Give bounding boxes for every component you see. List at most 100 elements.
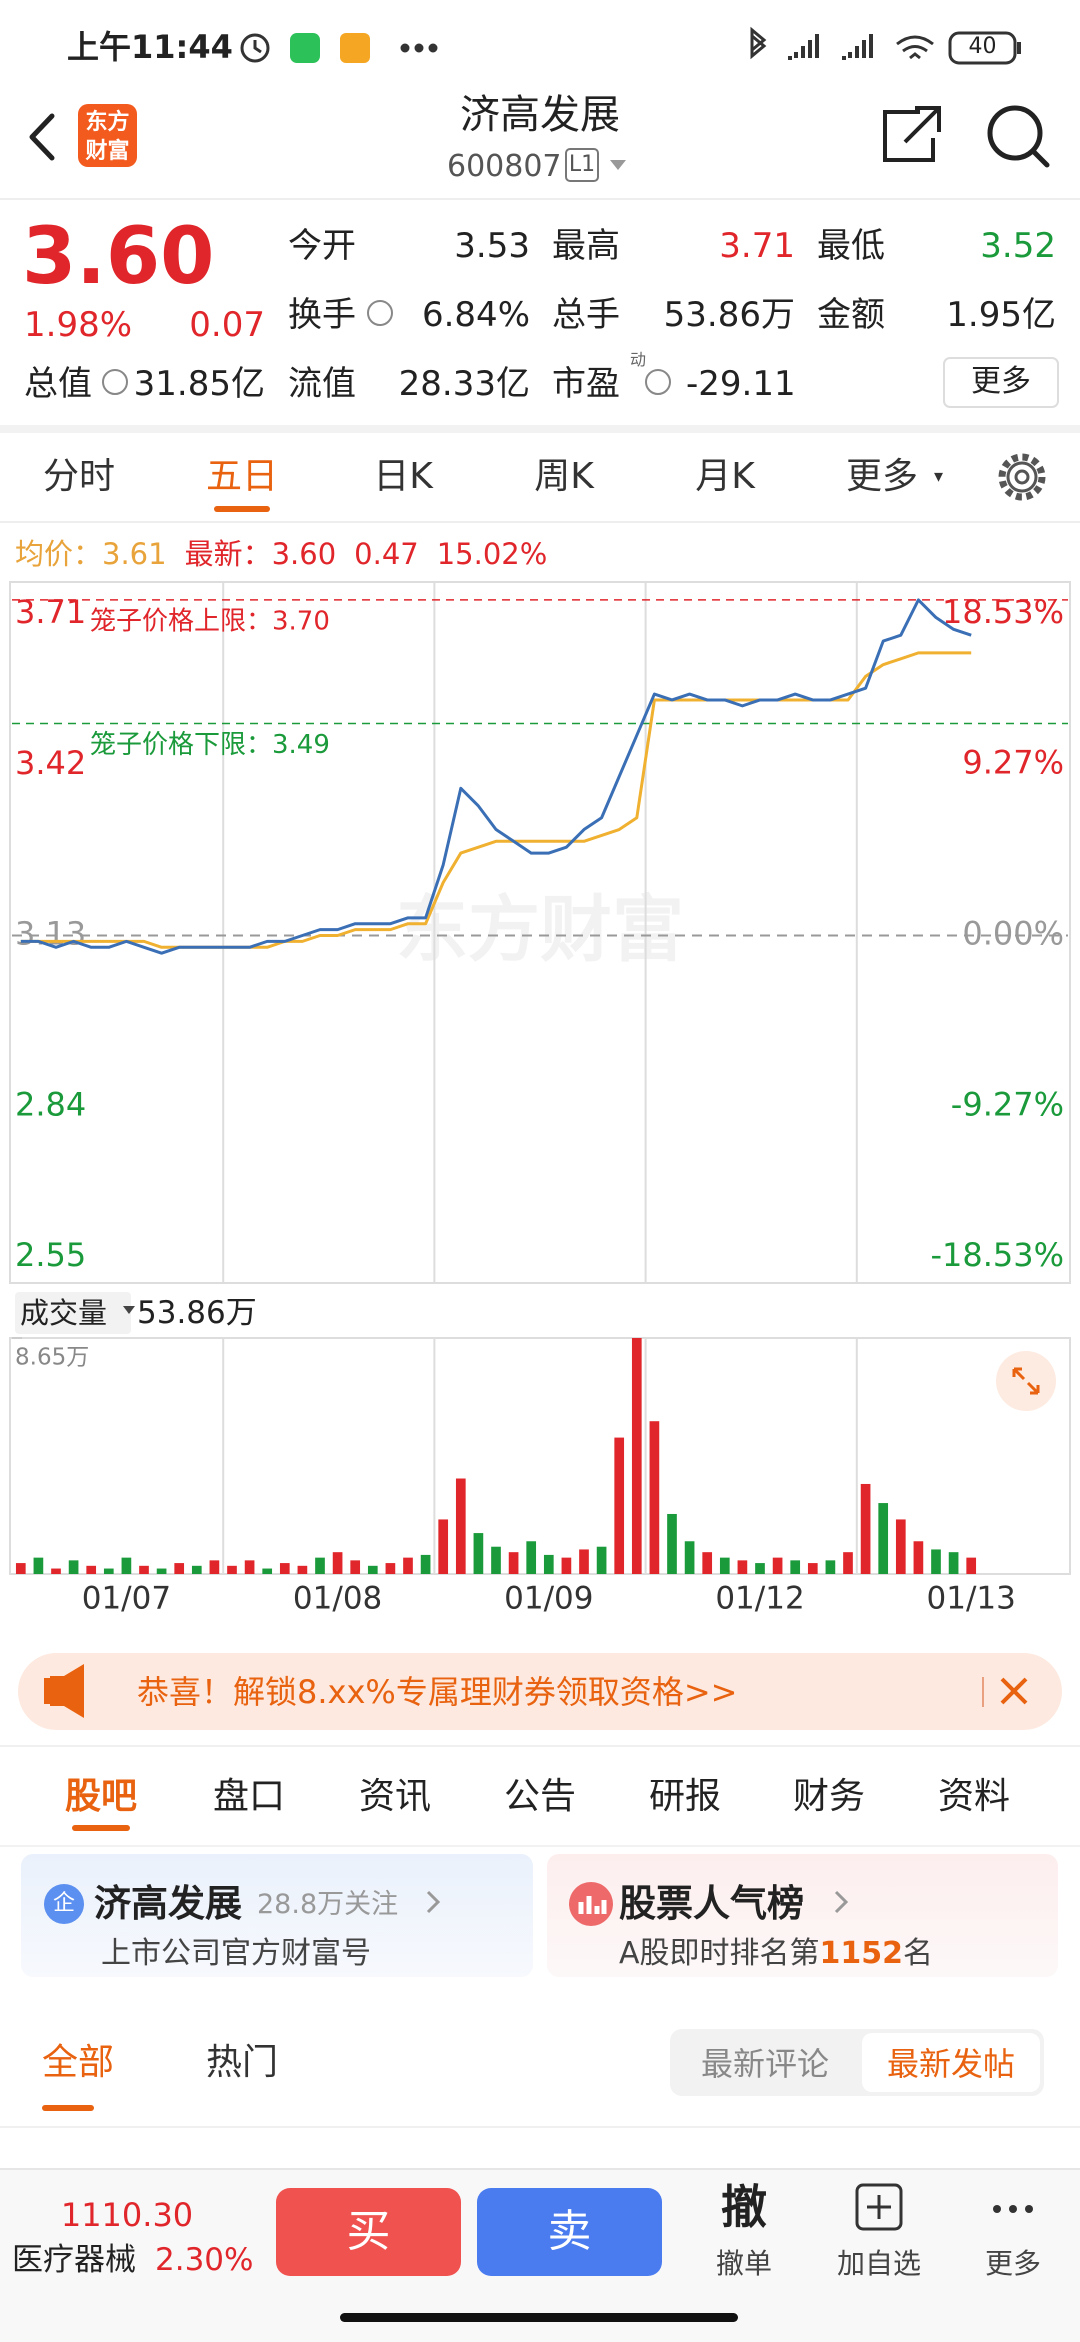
home-indicator [340, 2313, 738, 2322]
chart-tab[interactable]: 周K [534, 456, 594, 497]
price: 3.60 [22, 212, 215, 302]
volume-bar [790, 1560, 801, 1574]
sort-option-active[interactable]: 最新发帖 [886, 2045, 1015, 2083]
section-tab[interactable]: 资讯 [358, 1776, 431, 1817]
divider [0, 1745, 1080, 1747]
volume-bar [139, 1565, 149, 1574]
expand-button[interactable] [996, 1351, 1056, 1411]
field-value: 53.86万 [663, 295, 795, 335]
app-logo: 东方财富 [78, 104, 137, 167]
volume-bar [878, 1503, 889, 1574]
volume-bar [843, 1552, 853, 1574]
field-label: 换手 [288, 295, 356, 335]
field-label: 最低 [817, 226, 885, 266]
more-label[interactable]: 更多 [971, 364, 1031, 399]
volume-bar [702, 1552, 713, 1574]
x-tick-label: 01/07 [82, 1581, 171, 1617]
field-label: 最高 [552, 226, 620, 266]
tab-underline [42, 2105, 94, 2111]
sector-name[interactable]: 医疗器械 [12, 2242, 136, 2278]
section-tab[interactable]: 财务 [792, 1776, 865, 1817]
section-tab[interactable]: 公告 [503, 1776, 576, 1817]
buy-button[interactable] [276, 2188, 461, 2276]
section-tab[interactable]: 盘口 [212, 1776, 285, 1817]
battery: 40 [968, 34, 997, 59]
watchlist-label[interactable]: 加自选 [836, 2247, 921, 2280]
rank-icon [578, 1896, 607, 1914]
more-button[interactable] [943, 357, 1059, 408]
sell-label[interactable]: 卖 [547, 2206, 592, 2257]
volume-bar [772, 1557, 783, 1574]
watermark: 东方财富 [396, 888, 684, 972]
section-tab[interactable]: 研报 [648, 1776, 721, 1817]
expand-icon [1012, 1367, 1040, 1395]
banner-close[interactable] [1000, 1677, 1028, 1705]
field-label: 金额 [817, 295, 885, 335]
watchlist-icon[interactable] [855, 2183, 903, 2231]
megaphone [50, 1664, 84, 1718]
badge-text: 企 [52, 1891, 75, 1916]
x-tick-label: 01/12 [715, 1581, 804, 1617]
search-button[interactable] [987, 105, 1050, 168]
volume-title[interactable]: 成交量 [20, 1296, 108, 1330]
volume-bar [121, 1557, 132, 1574]
field-label: 总手 [552, 295, 620, 335]
field-label: 总值 [24, 364, 92, 404]
index-value[interactable]: 1110.30 [60, 2196, 194, 2234]
stock-name: 济高发展 [460, 92, 620, 138]
cancel-label[interactable]: 撤单 [715, 2247, 772, 2280]
change: 0.07 [189, 305, 265, 345]
volume-bar [737, 1560, 748, 1574]
x-tick-label: 01/08 [293, 1581, 382, 1617]
sub-tab[interactable]: 热门 [206, 2042, 279, 2083]
rank-title[interactable]: 股票人气榜 [619, 1882, 804, 1925]
section-tab-active[interactable]: 股吧 [64, 1776, 137, 1817]
legend-item: 0.47 [354, 537, 419, 571]
y-tick-label: 2.55 [15, 1236, 86, 1274]
sub-tab-active[interactable]: 全部 [42, 2042, 115, 2083]
cancel-icon[interactable]: 撤 [721, 2180, 767, 2234]
sort-option[interactable]: 最新评论 [700, 2045, 829, 2083]
volume-bar [948, 1552, 959, 1574]
section-tab[interactable]: 资料 [937, 1776, 1010, 1817]
chart-tab[interactable]: 月K [695, 456, 755, 497]
company-name[interactable]: 济高发展 [94, 1882, 242, 1925]
buy-label[interactable]: 买 [346, 2206, 391, 2257]
rank-prefix: A股即时排名第 [619, 1936, 820, 1971]
rank-card[interactable] [547, 1854, 1058, 1977]
volume-bar [385, 1563, 396, 1574]
more-icon[interactable] [993, 2205, 1033, 2213]
sell-button[interactable] [477, 2188, 662, 2276]
company-card[interactable] [21, 1854, 533, 1977]
info-icons [102, 300, 671, 395]
x-tick-label: 01/13 [927, 1581, 1016, 1617]
chart-tab-active[interactable]: 五日 [205, 456, 278, 497]
volume-bar [614, 1437, 625, 1574]
volume-bar [156, 1568, 167, 1574]
volume-bar [561, 1557, 572, 1574]
chart-tab[interactable]: 更多 [845, 456, 918, 497]
chevron [834, 1890, 849, 1914]
chart-tab[interactable]: 分时 [42, 456, 115, 497]
share-button[interactable] [883, 106, 941, 162]
volume-bar [913, 1541, 924, 1574]
more-label[interactable]: 更多 [984, 2247, 1041, 2280]
field-value: 1.95亿 [946, 295, 1056, 335]
dropdown[interactable] [610, 160, 626, 170]
settings-button[interactable] [998, 453, 1046, 501]
reference-label: 笼子价格上限：3.70 [90, 606, 330, 636]
y2-tick-label: 0.00% [962, 915, 1064, 953]
chart-tab[interactable]: 日K [373, 456, 433, 497]
banner-text[interactable]: 恭喜！解锁8.xx%专属理财券领取资格>> [137, 1673, 738, 1711]
price-line [20, 598, 972, 955]
megaphone [44, 1678, 50, 1704]
field-value: 28.33亿 [398, 364, 530, 404]
level-badge [565, 148, 599, 182]
change-pct: 1.98% [24, 305, 133, 345]
banner[interactable] [18, 1653, 1062, 1730]
volume-selector[interactable] [15, 1292, 131, 1334]
volume-bar [420, 1554, 431, 1574]
volume-bar [403, 1557, 413, 1574]
back-button[interactable] [29, 113, 55, 161]
